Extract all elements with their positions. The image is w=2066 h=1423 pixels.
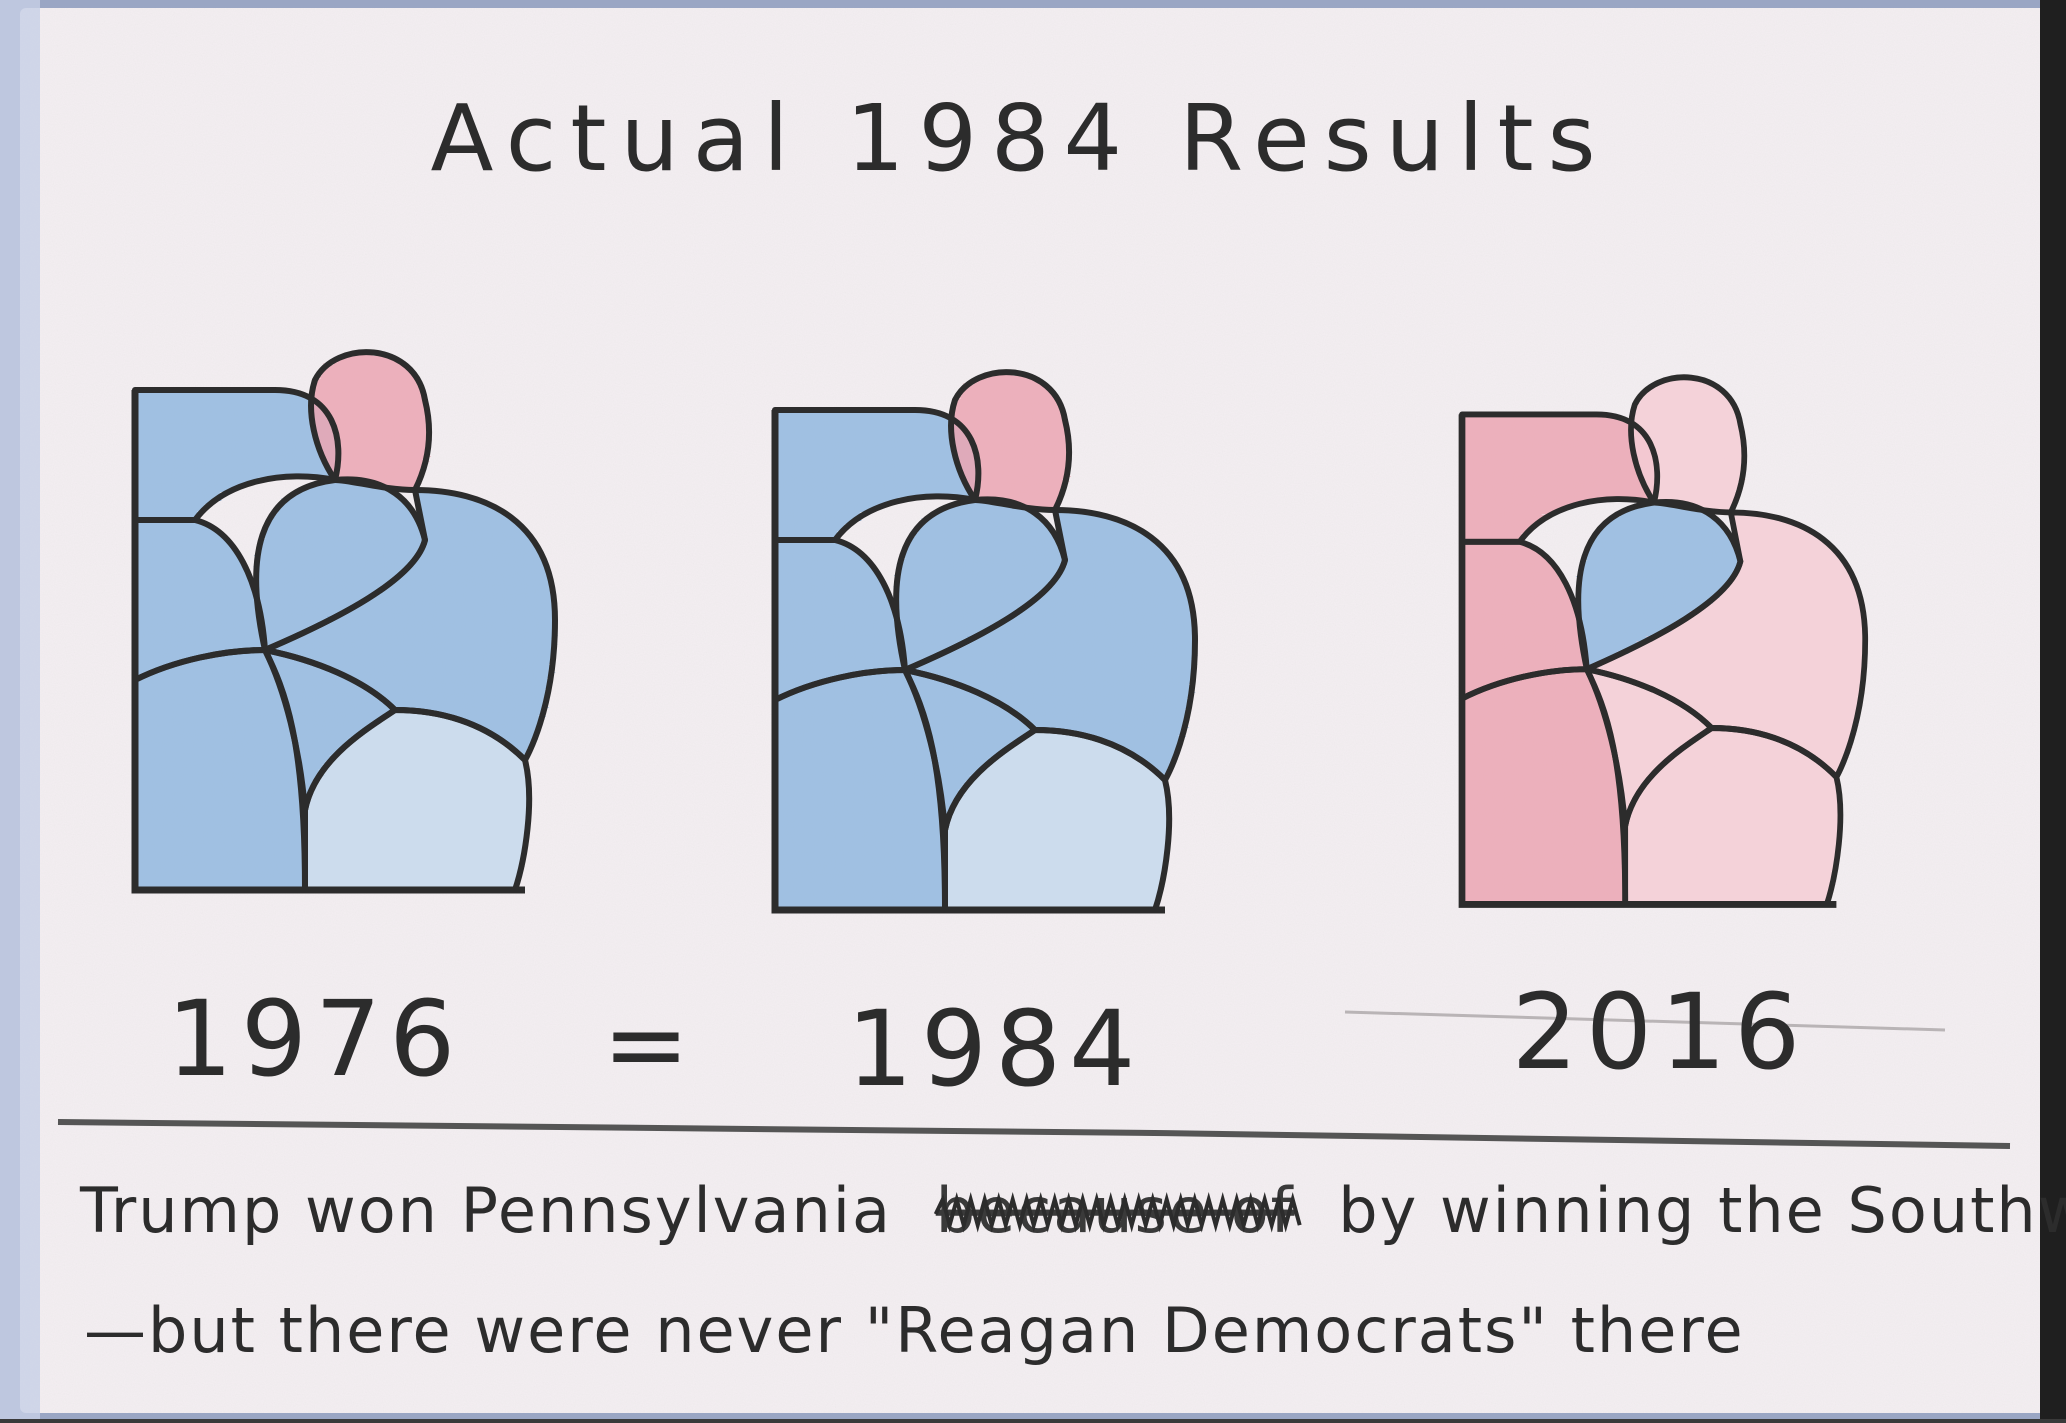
region-texture [256,479,425,650]
region-texture [1586,512,1866,777]
region-texture [1462,541,1587,699]
caption-after: by winning the Southwest [1338,1174,2066,1247]
map-frame [131,390,525,894]
map-frame [771,410,1165,914]
divider-line [57,1119,2011,1149]
region-texture [1578,501,1741,670]
equals-sign: = [602,983,697,1105]
year-underline-2016 [1344,1010,1946,1032]
region-texture [775,410,979,540]
region-texture [265,490,555,760]
region-texture [135,520,265,680]
region-texture [1462,414,1658,542]
binding-edge [0,0,40,1419]
region-texture [1625,728,1841,905]
region-outline [308,349,433,493]
region-outline [1628,374,1748,516]
map-1976 [131,349,558,894]
region-texture [305,710,530,890]
region-texture [896,499,1065,670]
map-2016 [1458,374,1869,908]
region-outline [1622,725,1844,908]
region-texture [135,390,339,520]
region-texture [945,730,1170,910]
region-texture [1586,669,1712,826]
region-texture [135,650,305,890]
region-texture [775,670,945,910]
year-label-1976: 1976 [167,978,464,1100]
year-label-1984: 1984 [847,988,1144,1110]
map-frame [1458,414,1837,908]
region-outline [948,369,1073,513]
region-texture [1462,669,1626,905]
region-outline [942,727,1173,913]
region-texture [905,670,1035,830]
map-1984 [771,369,1198,914]
region-texture [775,540,905,700]
caption-line-2: —but there were never "Reagan Democrats"… [84,1294,1745,1367]
region-texture [905,510,1195,780]
year-label-2016: 2016 [1512,971,1809,1093]
strike-scribble [933,1191,1302,1233]
region-outline [302,707,533,893]
page-title: Actual 1984 Results [430,85,1609,192]
region-texture [265,650,395,810]
caption-before: Trump won Pennsylvania [79,1174,892,1247]
